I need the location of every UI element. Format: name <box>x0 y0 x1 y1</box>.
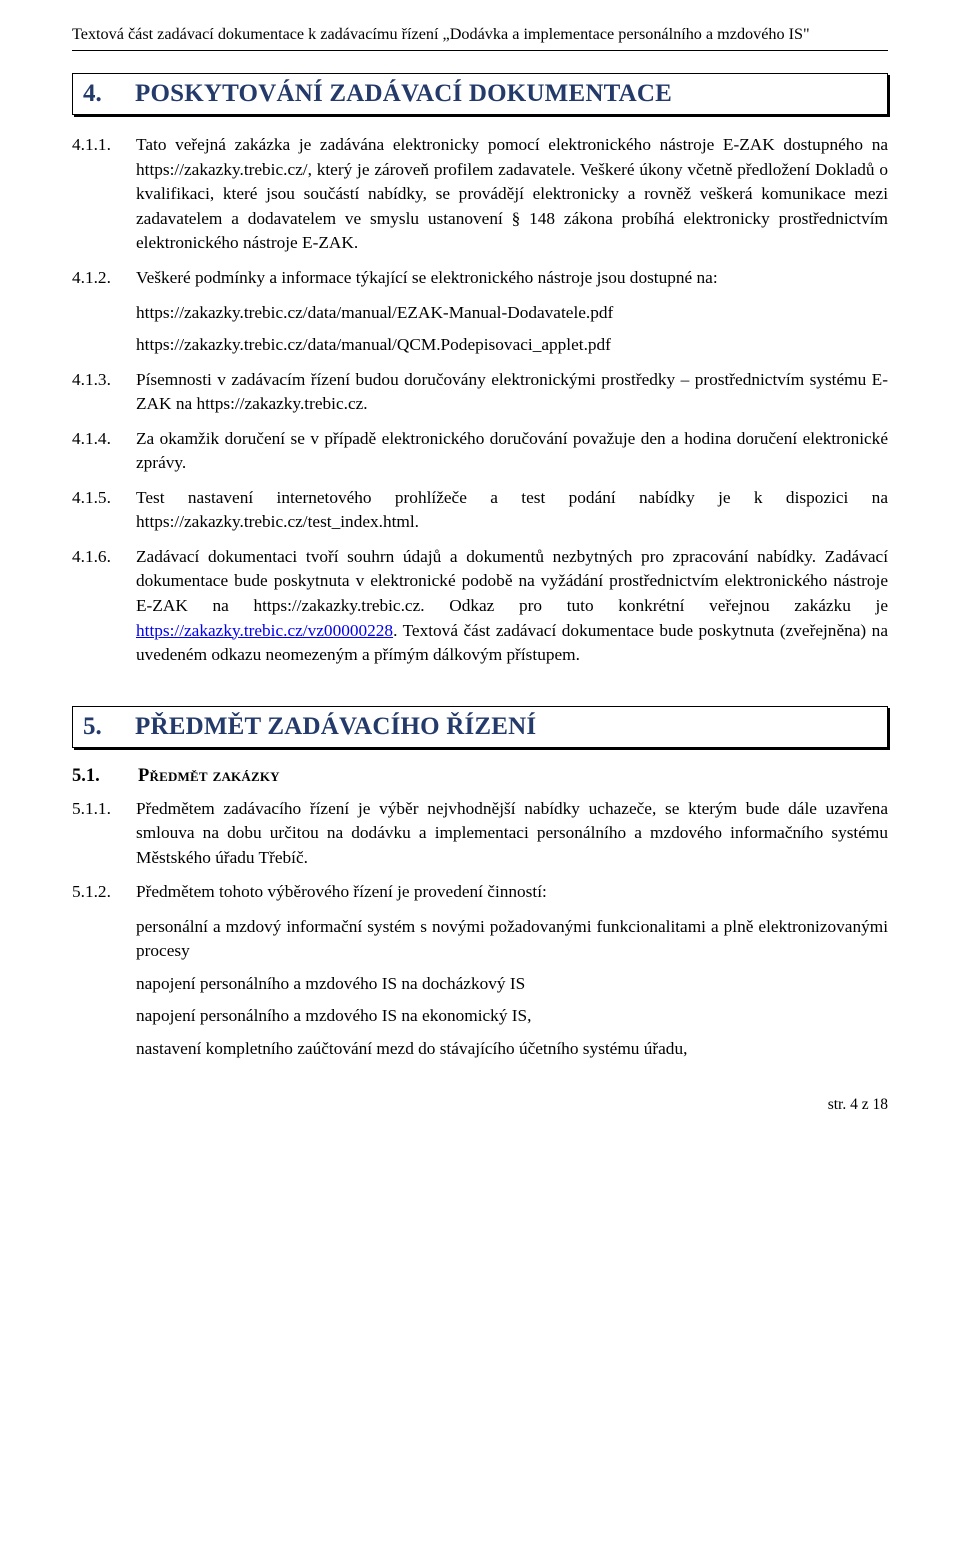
item-text: Písemnosti v zadávacím řízení budou doru… <box>136 368 888 417</box>
item-number: 4.1.5. <box>72 486 136 535</box>
item-4-1-4: 4.1.4. Za okamžik doručení se v případě … <box>72 427 888 476</box>
item-5-1-2-bullet-3: napojení personálního a mzdového IS na e… <box>136 1004 888 1029</box>
item-text: Předmětem tohoto výběrového řízení je pr… <box>136 880 888 905</box>
item-text: Veškeré podmínky a informace týkající se… <box>136 266 888 291</box>
item-5-1-2-bullet-4: nastavení kompletního zaúčtování mezd do… <box>136 1037 888 1062</box>
item-5-1-2-bullet-2: napojení personálního a mzdového IS na d… <box>136 972 888 997</box>
item-number: 4.1.2. <box>72 266 136 291</box>
item-4-1-5: 4.1.5. Test nastavení internetového proh… <box>72 486 888 535</box>
item-number: 4.1.4. <box>72 427 136 476</box>
item-number: 5.1.2. <box>72 880 136 905</box>
item-5-1-1: 5.1.1. Předmětem zadávacího řízení je vý… <box>72 797 888 871</box>
item-4-1-3: 4.1.3. Písemnosti v zadávacím řízení bud… <box>72 368 888 417</box>
item-text: Zadávací dokumentaci tvoří souhrn údajů … <box>136 545 888 668</box>
page-footer: str. 4 z 18 <box>72 1096 888 1114</box>
item-5-1-2: 5.1.2. Předmětem tohoto výběrového řízen… <box>72 880 888 905</box>
item-4-1-2-link-a: https://zakazky.trebic.cz/data/manual/EZ… <box>136 301 888 326</box>
section-4-number: 4. <box>83 80 107 108</box>
item-4-1-6-link[interactable]: https://zakazky.trebic.cz/vz00000228 <box>136 621 393 640</box>
item-5-1-2-bullet-1: personální a mzdový informační systém s … <box>136 915 888 964</box>
section-5-title: PŘEDMĚT ZADÁVACÍHO ŘÍZENÍ <box>135 713 536 741</box>
item-number: 4.1.6. <box>72 545 136 668</box>
item-4-1-6-text-a: Zadávací dokumentaci tvoří souhrn údajů … <box>136 547 888 615</box>
item-number: 4.1.1. <box>72 133 136 256</box>
running-header: Textová část zadávací dokumentace k zadá… <box>72 24 888 44</box>
item-text: Za okamžik doručení se v případě elektro… <box>136 427 888 476</box>
section-4-title: POSKYTOVÁNÍ ZADÁVACÍ DOKUMENTACE <box>135 80 672 108</box>
item-4-1-1: 4.1.1. Tato veřejná zakázka je zadávána … <box>72 133 888 256</box>
subsection-5-1-title: Předmět zakázky <box>138 766 280 787</box>
section-5-number: 5. <box>83 713 107 741</box>
header-rule <box>72 50 888 51</box>
item-text: Předmětem zadávacího řízení je výběr nej… <box>136 797 888 871</box>
section-4-heading: 4. POSKYTOVÁNÍ ZADÁVACÍ DOKUMENTACE <box>72 73 888 115</box>
item-4-1-2-link-b: https://zakazky.trebic.cz/data/manual/QC… <box>136 333 888 358</box>
item-text: Tato veřejná zakázka je zadávána elektro… <box>136 133 888 256</box>
section-gap <box>72 678 888 694</box>
item-4-1-2: 4.1.2. Veškeré podmínky a informace týka… <box>72 266 888 291</box>
subsection-5-1-number: 5.1. <box>72 766 110 787</box>
item-4-1-6: 4.1.6. Zadávací dokumentaci tvoří souhrn… <box>72 545 888 668</box>
item-number: 5.1.1. <box>72 797 136 871</box>
subsection-5-1-heading: 5.1. Předmět zakázky <box>72 766 888 787</box>
page: Textová část zadávací dokumentace k zadá… <box>0 0 960 1128</box>
item-text: Test nastavení internetového prohlížeče … <box>136 486 888 535</box>
section-5-heading: 5. PŘEDMĚT ZADÁVACÍHO ŘÍZENÍ <box>72 706 888 748</box>
item-number: 4.1.3. <box>72 368 136 417</box>
